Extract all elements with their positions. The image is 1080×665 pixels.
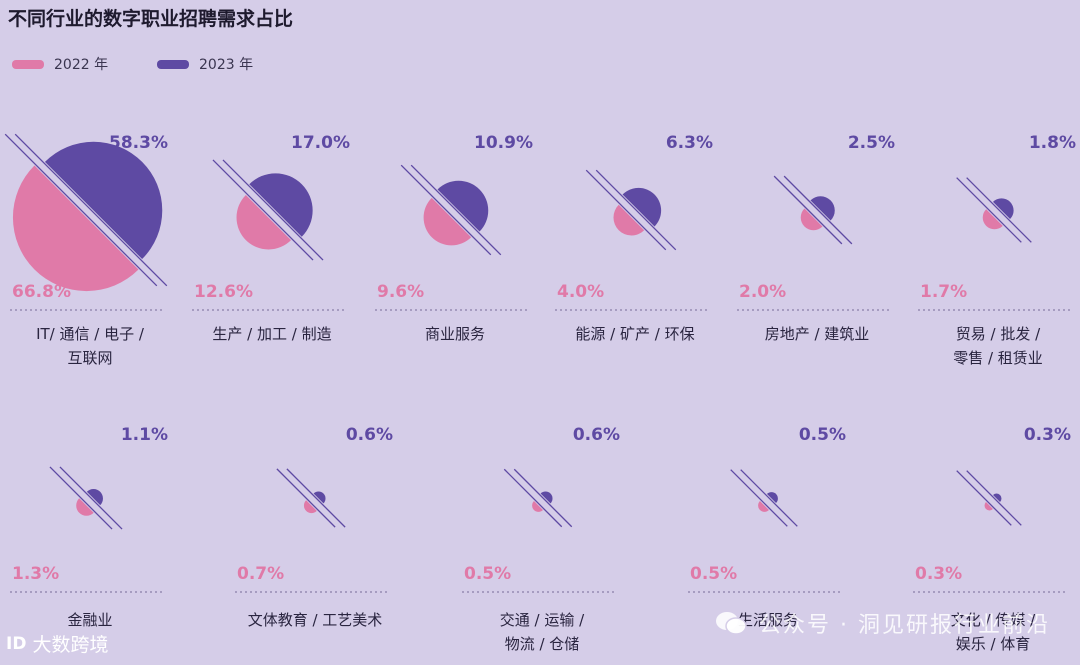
value-2022-label: 9.6% (377, 282, 424, 302)
divider-line-right (286, 468, 346, 528)
pie-half-2022 (758, 501, 769, 512)
pie-half-2022 (236, 194, 292, 250)
pie-half-2023 (993, 493, 1002, 502)
category-label: 生产 / 加工 / 制造 (212, 325, 332, 343)
value-2023-label: 1.8% (1029, 133, 1076, 153)
pie-half-2023 (86, 489, 103, 506)
legend-swatch-2023 (157, 59, 189, 69)
value-2023-label: 0.3% (1024, 425, 1071, 445)
chart-title: 不同行业的数字职业招聘需求占比 (8, 8, 294, 30)
divider-line-left (956, 177, 1022, 243)
category-label: 贸易 / 批发 / 零售 / 租赁业 (953, 325, 1043, 367)
divider-line-left (956, 470, 1012, 526)
value-2023-label: 1.1% (121, 425, 168, 445)
divider-line-left (503, 468, 563, 528)
divider-line-left (4, 133, 158, 287)
divider-line-right (740, 469, 798, 527)
divider-line-right (966, 470, 1022, 526)
divider-line-right (595, 169, 677, 251)
value-2022-label: 0.5% (690, 564, 737, 584)
divider-line-left (49, 466, 113, 530)
legend-item-2022: 2022 年 (12, 54, 108, 74)
divider-line-right (410, 164, 502, 256)
value-2023-label: 2.5% (848, 133, 895, 153)
pie-half-2022 (12, 165, 139, 292)
value-2022-label: 2.0% (739, 282, 786, 302)
divider-line-right (14, 133, 168, 287)
value-2023-label: 10.9% (474, 133, 533, 153)
pie-half-2022 (613, 204, 645, 236)
category-label: 商业服务 (424, 325, 485, 343)
pie-half-2022 (303, 500, 317, 514)
category-label: 金融业 (67, 611, 113, 629)
divider-line-left (730, 469, 788, 527)
pie-half-2023 (313, 491, 326, 504)
pie-half-2022 (982, 209, 1003, 230)
divider-line-left (400, 164, 492, 256)
value-2022-label: 0.5% (464, 564, 511, 584)
category-label: 文体教育 / 工艺美术 (247, 611, 383, 629)
pie-half-2023 (437, 180, 489, 232)
value-2023-label: 17.0% (291, 133, 350, 153)
category-label: 能源 / 矿产 / 环保 (575, 325, 695, 343)
divider-line-right (222, 159, 324, 261)
pie-half-2023 (810, 196, 835, 221)
divider-line-right (783, 175, 853, 245)
legend-label-2023: 2023 年 (199, 57, 254, 73)
wechat-icon (715, 610, 747, 636)
watermark: 公众号 · 洞见研报行业前沿 (715, 607, 1050, 639)
value-2023-label: 0.6% (573, 425, 620, 445)
value-2023-label: 0.5% (799, 425, 846, 445)
pie-half-2022 (76, 498, 94, 516)
pie-half-2023 (249, 173, 313, 237)
value-2023-label: 0.6% (346, 425, 393, 445)
pie-half-2022 (984, 502, 993, 511)
value-2022-label: 0.3% (915, 564, 962, 584)
pie-half-2023 (540, 491, 553, 504)
value-2022-label: 66.8% (12, 282, 71, 302)
pie-half-2023 (767, 492, 778, 503)
pie-half-2022 (800, 208, 823, 231)
legend-item-2023: 2023 年 (157, 54, 253, 74)
pie-half-2023 (992, 198, 1014, 220)
legend-swatch-2022 (12, 59, 44, 69)
logo-text: 大数跨境 (32, 634, 109, 656)
category-label: 生活服务 (737, 611, 798, 629)
legend-label-2022: 2022 年 (54, 57, 109, 73)
category-label: IT/ 通信 / 电子 / 互联网 (36, 325, 144, 367)
pie-half-2023 (622, 187, 662, 227)
pie-half-2022 (423, 197, 472, 246)
value-2022-label: 1.3% (12, 564, 59, 584)
value-2023-label: 6.3% (666, 133, 713, 153)
divider-line-left (276, 468, 336, 528)
category-label: 文化 / 传媒 / 娱乐 / 体育 (950, 611, 1036, 653)
category-label: 房地产 / 建筑业 (764, 325, 870, 343)
divider-line-right (513, 468, 573, 528)
category-label: 交通 / 运输 / 物流 / 仓储 (499, 611, 585, 653)
watermark-text: 公众号 · 洞见研报行业前沿 (759, 613, 1050, 638)
value-2022-label: 4.0% (557, 282, 604, 302)
pie-half-2022 (532, 501, 543, 512)
divider-line-left (773, 175, 843, 245)
pie-half-2023 (44, 141, 163, 260)
brand-logo: ID 大数跨境 (6, 630, 108, 657)
value-2022-label: 1.7% (920, 282, 967, 302)
value-2022-label: 0.7% (237, 564, 284, 584)
value-2023-label: 58.3% (109, 133, 168, 153)
divider-line-left (212, 159, 314, 261)
logo-mark: ID (6, 633, 27, 654)
divider-line-right (59, 466, 123, 530)
divider-line-right (966, 177, 1032, 243)
value-2022-label: 12.6% (194, 282, 253, 302)
divider-line-left (585, 169, 667, 251)
